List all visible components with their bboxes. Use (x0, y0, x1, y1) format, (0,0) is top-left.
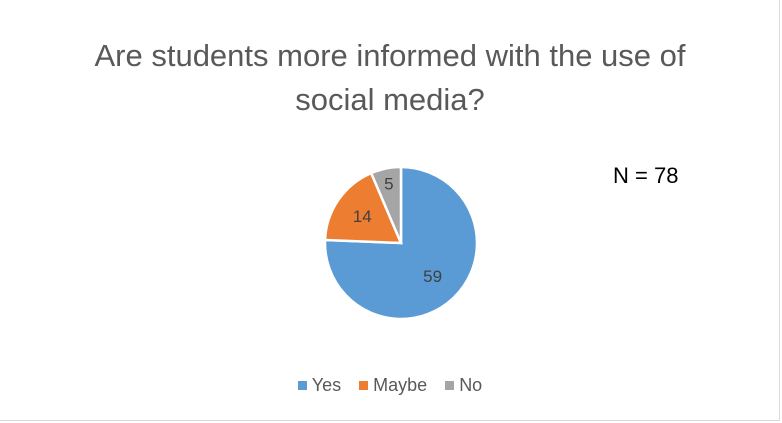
pie-slice-maybe (323, 171, 403, 245)
legend-label-no: No (459, 375, 483, 395)
legend-item-no: No (445, 375, 482, 396)
legend-swatch-maybe (359, 381, 369, 390)
legend-item-maybe: Maybe (359, 375, 427, 396)
data-label-no: 5 (384, 174, 393, 193)
legend: Yes Maybe No (0, 375, 780, 396)
legend-item-yes: Yes (297, 375, 342, 396)
legend-label-maybe: Maybe (373, 375, 428, 395)
data-label-yes: 59 (423, 267, 442, 286)
legend-label-yes: Yes (311, 375, 342, 395)
legend-swatch-no (445, 381, 455, 390)
data-label-maybe: 14 (353, 207, 372, 226)
sample-size-annotation: N = 78 (613, 163, 679, 188)
pie-slice-no (369, 165, 403, 244)
chart-title: Are students more informed with the use … (94, 38, 686, 117)
legend-swatch-yes (297, 381, 307, 390)
